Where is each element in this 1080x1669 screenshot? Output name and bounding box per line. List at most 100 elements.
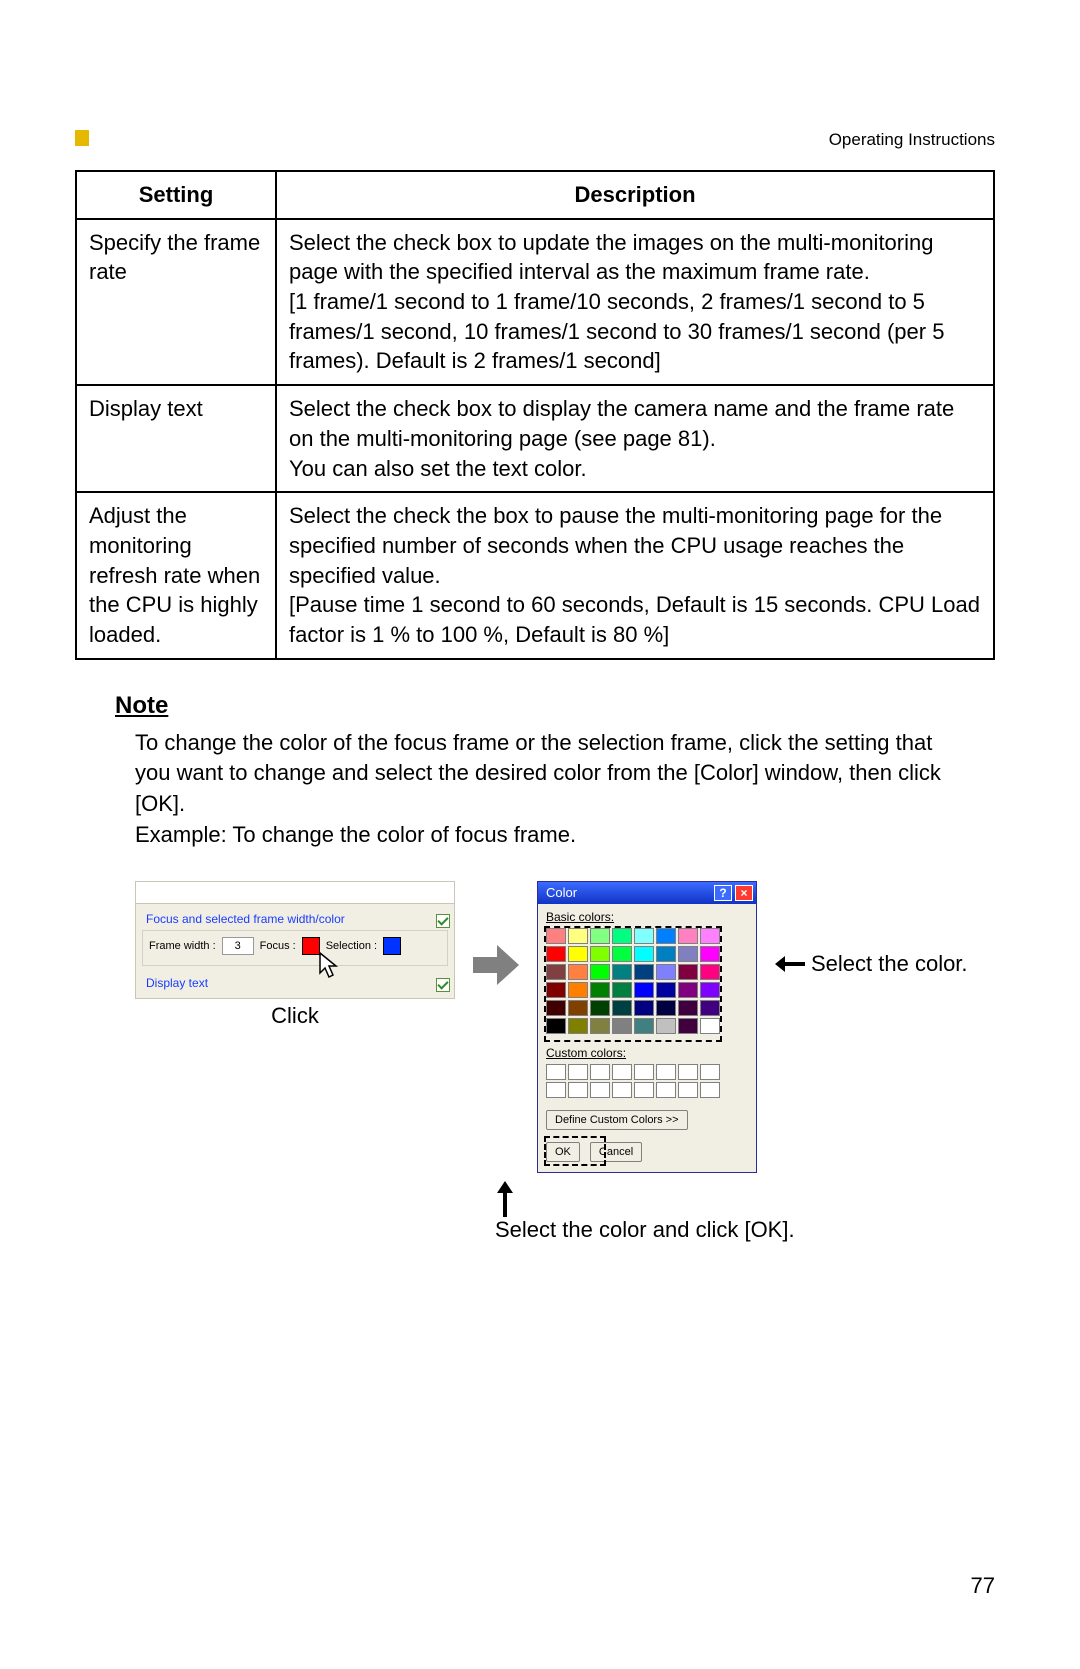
color-cell[interactable] (656, 946, 676, 962)
cell-setting: Display text (76, 385, 276, 492)
color-cell[interactable] (634, 964, 654, 980)
help-button[interactable]: ? (714, 885, 732, 901)
color-cell[interactable] (678, 1018, 698, 1034)
table-row: Display textSelect the check box to disp… (76, 385, 994, 492)
custom-color-cell[interactable] (590, 1064, 610, 1080)
custom-color-cell[interactable] (678, 1064, 698, 1080)
color-cell[interactable] (700, 946, 720, 962)
settings-table: Setting Description Specify the frame ra… (75, 170, 995, 660)
color-cell[interactable] (656, 928, 676, 944)
annotation-ok: Select the color and click [OK]. (495, 1181, 995, 1243)
annotation-select-color-text: Select the color. (811, 951, 968, 977)
custom-color-cell[interactable] (568, 1064, 588, 1080)
note-body-2: Example: To change the color of focus fr… (135, 820, 955, 851)
custom-color-cell[interactable] (568, 1082, 588, 1098)
color-cell[interactable] (700, 1018, 720, 1034)
define-colors-button[interactable]: Define Custom Colors >> (546, 1110, 688, 1130)
color-cell[interactable] (634, 1018, 654, 1034)
annotation-ok-text: Select the color and click [OK]. (495, 1217, 795, 1243)
basic-colors-label: Basic colors: (538, 904, 756, 928)
arrow-up-icon (495, 1181, 515, 1217)
color-cell[interactable] (568, 964, 588, 980)
cancel-button[interactable]: Cancel (590, 1142, 642, 1162)
color-cell[interactable] (700, 964, 720, 980)
arrow-right-icon (473, 945, 519, 985)
color-cell[interactable] (568, 982, 588, 998)
color-cell[interactable] (546, 928, 566, 944)
color-cell[interactable] (656, 1000, 676, 1016)
custom-color-cell[interactable] (656, 1082, 676, 1098)
cell-setting: Specify the frame rate (76, 219, 276, 385)
color-cell[interactable] (546, 982, 566, 998)
custom-color-cell[interactable] (546, 1082, 566, 1098)
custom-color-cell[interactable] (612, 1082, 632, 1098)
focus-label: Focus : (260, 940, 296, 952)
color-cell[interactable] (568, 928, 588, 944)
color-cell[interactable] (634, 946, 654, 962)
custom-color-cell[interactable] (634, 1082, 654, 1098)
custom-color-cell[interactable] (656, 1064, 676, 1080)
color-cell[interactable] (612, 1000, 632, 1016)
cell-description: Select the check the box to pause the mu… (276, 492, 994, 658)
color-cell[interactable] (590, 982, 610, 998)
color-cell[interactable] (678, 964, 698, 980)
color-cell[interactable] (590, 1000, 610, 1016)
color-cell[interactable] (678, 928, 698, 944)
cell-setting: Adjust the monitoring refresh rate when … (76, 492, 276, 658)
color-cell[interactable] (568, 1000, 588, 1016)
custom-color-cell[interactable] (700, 1064, 720, 1080)
panel-topbar (136, 882, 454, 904)
page-number: 77 (971, 1573, 995, 1599)
color-cell[interactable] (590, 928, 610, 944)
arrow-left-icon (775, 954, 805, 974)
color-cell[interactable] (612, 928, 632, 944)
focus-color-swatch[interactable] (302, 937, 320, 955)
color-cell[interactable] (590, 1018, 610, 1034)
color-cell[interactable] (634, 928, 654, 944)
color-cell[interactable] (590, 964, 610, 980)
color-cell[interactable] (656, 964, 676, 980)
checkbox-icon[interactable] (436, 978, 450, 992)
note-heading: Note (115, 692, 995, 720)
color-cell[interactable] (546, 1018, 566, 1034)
color-cell[interactable] (590, 946, 610, 962)
color-cell[interactable] (568, 946, 588, 962)
color-cell[interactable] (634, 1000, 654, 1016)
color-cell[interactable] (700, 1000, 720, 1016)
close-button[interactable]: × (735, 885, 753, 901)
color-cell[interactable] (678, 982, 698, 998)
color-cell[interactable] (546, 946, 566, 962)
custom-color-cell[interactable] (634, 1064, 654, 1080)
color-cell[interactable] (700, 928, 720, 944)
color-cell[interactable] (568, 1018, 588, 1034)
frame-width-spinner[interactable]: 3 (222, 937, 254, 955)
note-body-1: To change the color of the focus frame o… (135, 728, 955, 820)
color-cell[interactable] (612, 946, 632, 962)
color-cell[interactable] (700, 982, 720, 998)
custom-color-cell[interactable] (700, 1082, 720, 1098)
color-cell[interactable] (634, 982, 654, 998)
custom-color-cell[interactable] (546, 1064, 566, 1080)
color-cell[interactable] (656, 982, 676, 998)
selection-label: Selection : (326, 940, 377, 952)
custom-colors-grid (538, 1064, 756, 1104)
custom-color-cell[interactable] (590, 1082, 610, 1098)
color-cell[interactable] (612, 982, 632, 998)
display-text-link[interactable]: Display text (136, 966, 454, 990)
ok-button[interactable]: OK (546, 1142, 580, 1162)
color-cell[interactable] (546, 964, 566, 980)
color-cell[interactable] (612, 964, 632, 980)
custom-color-cell[interactable] (678, 1082, 698, 1098)
custom-color-cell[interactable] (612, 1064, 632, 1080)
color-dialog: Color ? × Basic colors: Custom colors: D… (537, 881, 757, 1173)
color-cell[interactable] (546, 1000, 566, 1016)
color-cell[interactable] (678, 946, 698, 962)
color-cell[interactable] (678, 1000, 698, 1016)
table-row: Adjust the monitoring refresh rate when … (76, 492, 994, 658)
checkbox-icon[interactable] (436, 914, 450, 928)
color-cell[interactable] (656, 1018, 676, 1034)
color-cell[interactable] (612, 1018, 632, 1034)
th-description: Description (276, 171, 994, 219)
basic-colors-grid (538, 928, 756, 1040)
selection-color-swatch[interactable] (383, 937, 401, 955)
